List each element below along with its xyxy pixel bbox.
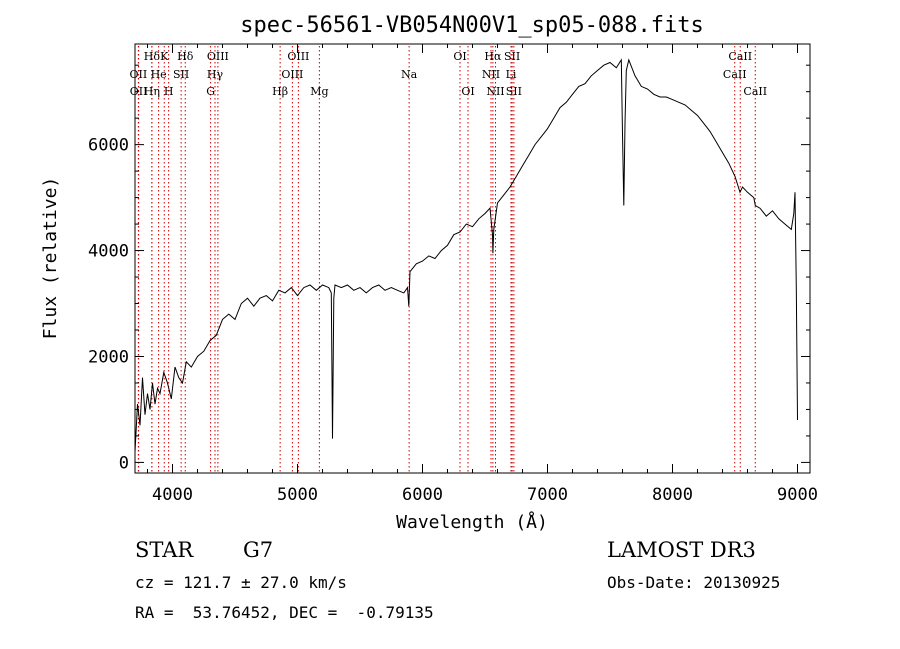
line-label: OI: [461, 85, 474, 98]
plot-frame: [134, 43, 811, 474]
line-label: SII: [504, 50, 520, 63]
line-label: NII: [486, 85, 504, 98]
line-label: OII: [130, 68, 148, 81]
line-label: Hα: [484, 50, 502, 63]
line-label: H: [164, 85, 174, 98]
x-tick-label: 6000: [402, 485, 443, 505]
line-label: SII: [506, 85, 522, 98]
line-label: Hβ: [272, 85, 288, 98]
x-tick-label: 7000: [527, 485, 568, 505]
x-tick-label: 9000: [777, 485, 818, 505]
y-tick-label: 2000: [88, 347, 129, 367]
line-label: K: [160, 50, 169, 63]
chart-title: spec-56561-VB054N00V1_sp05-088.fits: [240, 13, 704, 38]
line-label: Hγ: [207, 68, 224, 81]
line-label: CaII: [723, 68, 747, 81]
line-label: Na: [401, 68, 418, 81]
y-tick-label: 4000: [88, 242, 129, 262]
line-label: CaII: [728, 50, 752, 63]
line-label: Hη: [144, 85, 160, 98]
line-label: Li: [506, 68, 517, 81]
observation-date: Obs-Date: 20130925: [607, 573, 781, 592]
x-axis-label: Wavelength (Å): [396, 511, 548, 533]
line-label: He: [151, 68, 167, 81]
y-axis-label: Flux (relative): [40, 177, 61, 340]
spectrum-series-line: [134, 58, 798, 452]
x-tick-label: 4000: [152, 485, 193, 505]
y-tick-label: 0: [119, 453, 129, 473]
coordinates-readout: RA = 53.76452, DEC = -0.79135: [135, 603, 434, 622]
line-label: Hδ: [144, 50, 161, 63]
redshift-readout: cz = 121.7 ± 27.0 km/s: [135, 573, 347, 592]
line-label: OIII: [207, 50, 229, 63]
x-tick-label: 5000: [277, 485, 318, 505]
line-label: Mg: [310, 85, 328, 98]
survey-name: LAMOST DR3: [607, 538, 756, 562]
emission-line-markers: [137, 46, 756, 473]
line-label: OIII: [281, 68, 303, 81]
line-label: OI: [453, 50, 466, 63]
x-axis-ticks: 4000 5000 6000 7000 8000 9000: [147, 44, 818, 505]
line-label: G: [206, 85, 215, 98]
object-class: STAR: [135, 538, 194, 562]
line-label: NII: [482, 68, 500, 81]
object-subclass: G7: [243, 538, 274, 562]
x-tick-label: 8000: [652, 485, 693, 505]
y-tick-label: 6000: [88, 136, 129, 156]
line-label: SII: [173, 68, 189, 81]
y-axis-ticks: 0 2000 4000 6000: [88, 64, 810, 473]
line-label: CaII: [743, 85, 767, 98]
line-label: Hδ: [177, 50, 194, 63]
line-label: OIII: [287, 50, 309, 63]
